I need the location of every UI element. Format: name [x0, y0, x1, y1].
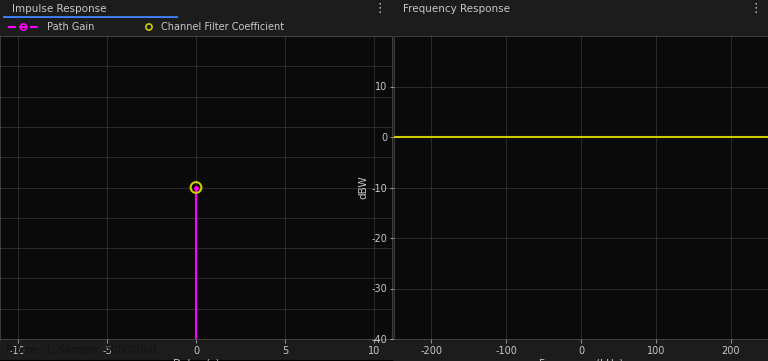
Text: Frequency Response: Frequency Response: [403, 4, 510, 14]
Point: [18, 24, 30, 30]
Point: [190, 184, 202, 190]
X-axis label: Frequency (kHz): Frequency (kHz): [539, 359, 623, 361]
Text: Channel Filter Coefficient: Channel Filter Coefficient: [161, 22, 284, 32]
Y-axis label: dBW: dBW: [359, 176, 369, 199]
Text: Frame: 1, Sample: 40000000: Frame: 1, Sample: 40000000: [6, 345, 157, 355]
Text: ⋮: ⋮: [373, 2, 386, 15]
Text: ⋮: ⋮: [750, 2, 763, 15]
Text: Path Gain: Path Gain: [47, 22, 94, 32]
Point: [143, 24, 155, 30]
X-axis label: Delay (s): Delay (s): [173, 359, 220, 361]
Text: Impulse Response: Impulse Response: [12, 4, 106, 14]
Point: [190, 184, 202, 190]
